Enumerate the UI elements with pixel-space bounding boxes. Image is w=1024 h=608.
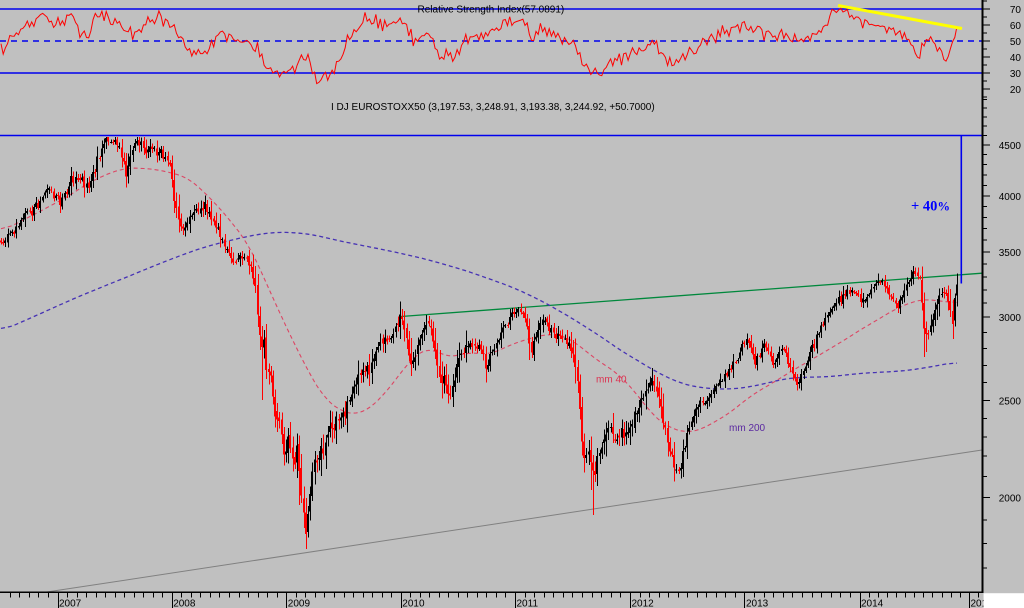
svg-text:2010: 2010 — [402, 599, 425, 608]
svg-text:4500: 4500 — [999, 141, 1022, 152]
svg-text:+ 40: + 40 — [911, 199, 937, 215]
svg-text:3000: 3000 — [999, 313, 1022, 324]
svg-text:2000: 2000 — [999, 494, 1022, 505]
svg-text:2014: 2014 — [861, 599, 884, 608]
svg-text:30: 30 — [1010, 69, 1022, 80]
svg-text:50: 50 — [1010, 37, 1022, 48]
svg-text:mm 200: mm 200 — [729, 423, 766, 434]
svg-text:mm 40: mm 40 — [596, 375, 627, 386]
svg-text:2015: 2015 — [971, 599, 994, 608]
svg-text:70: 70 — [1010, 5, 1022, 16]
svg-text:2500: 2500 — [999, 397, 1022, 408]
svg-text:40: 40 — [1010, 53, 1022, 64]
svg-text:Relative Strength Index(57.089: Relative Strength Index(57.0891) — [418, 5, 565, 16]
svg-text:60: 60 — [1010, 21, 1022, 32]
svg-text:20: 20 — [1010, 85, 1022, 96]
svg-text:4000: 4000 — [999, 192, 1022, 203]
svg-text:2013: 2013 — [746, 599, 769, 608]
svg-text:3500: 3500 — [999, 248, 1022, 259]
svg-text:2007: 2007 — [59, 599, 82, 608]
svg-text:%: % — [938, 200, 951, 214]
svg-text:2012: 2012 — [632, 599, 655, 608]
svg-text:2008: 2008 — [173, 599, 196, 608]
svg-text:2009: 2009 — [288, 599, 311, 608]
svg-text:2011: 2011 — [517, 599, 539, 608]
svg-text:I DJ EUROSTOXX50 (3,197.53, 3,: I DJ EUROSTOXX50 (3,197.53, 3,248.91, 3,… — [331, 102, 655, 113]
